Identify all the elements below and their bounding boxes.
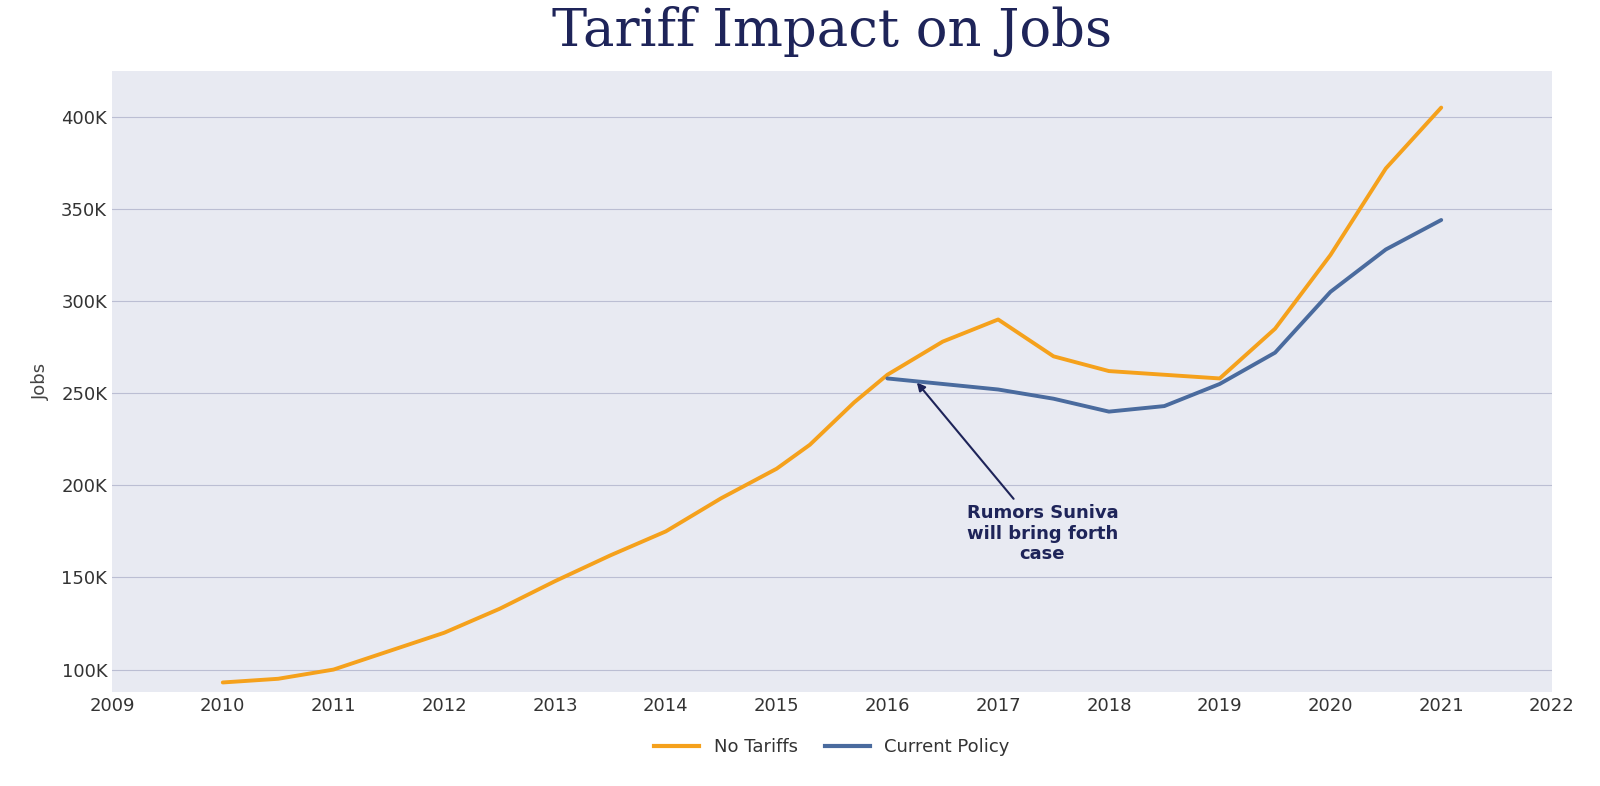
No Tariffs — [1043, 351, 1062, 361]
Current Policy — [1099, 407, 1118, 417]
No Tariffs — [878, 370, 898, 380]
No Tariffs — [845, 398, 864, 407]
Y-axis label: Jobs: Jobs — [32, 362, 50, 400]
No Tariffs — [989, 314, 1008, 324]
No Tariffs — [1210, 373, 1229, 383]
No Tariffs — [546, 576, 565, 586]
Current Policy — [878, 373, 898, 383]
No Tariffs — [933, 337, 952, 347]
No Tariffs — [1266, 324, 1285, 333]
No Tariffs — [712, 494, 731, 503]
No Tariffs — [1432, 103, 1451, 112]
Legend: No Tariffs, Current Policy: No Tariffs, Current Policy — [646, 731, 1018, 763]
No Tariffs — [490, 604, 509, 614]
No Tariffs — [269, 674, 288, 684]
Current Policy — [1210, 380, 1229, 389]
No Tariffs — [602, 551, 621, 560]
No Tariffs — [766, 464, 786, 473]
No Tariffs — [1322, 250, 1341, 259]
Current Policy — [1432, 215, 1451, 225]
Text: Rumors Suniva
will bring forth
case: Rumors Suniva will bring forth case — [918, 384, 1118, 564]
No Tariffs — [1376, 163, 1395, 173]
Line: Current Policy: Current Policy — [888, 220, 1442, 412]
No Tariffs — [800, 440, 819, 450]
No Tariffs — [435, 628, 454, 637]
Current Policy — [1322, 287, 1341, 296]
Current Policy — [1155, 402, 1174, 411]
Current Policy — [933, 380, 952, 389]
Line: No Tariffs: No Tariffs — [222, 108, 1442, 682]
No Tariffs — [323, 665, 342, 674]
Current Policy — [1266, 348, 1285, 358]
Current Policy — [1043, 394, 1062, 403]
No Tariffs — [656, 527, 675, 536]
Current Policy — [989, 385, 1008, 395]
No Tariffs — [213, 678, 232, 687]
No Tariffs — [1099, 366, 1118, 376]
Current Policy — [1376, 244, 1395, 254]
Title: Tariff Impact on Jobs: Tariff Impact on Jobs — [552, 6, 1112, 57]
No Tariffs — [1155, 370, 1174, 380]
No Tariffs — [379, 646, 398, 656]
